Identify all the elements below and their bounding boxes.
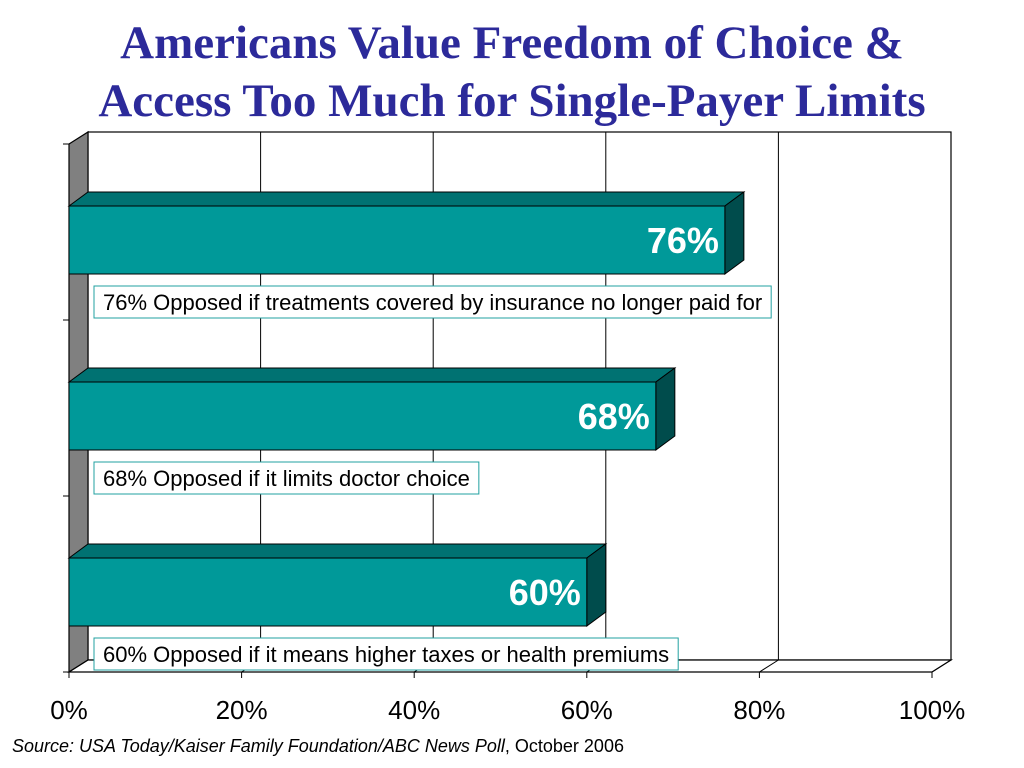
x-tick-label: 0% bbox=[50, 695, 88, 725]
bar bbox=[68, 381, 657, 451]
bar-data-label: 76% bbox=[647, 220, 719, 261]
floor-gridline bbox=[931, 659, 952, 673]
x-tick-label: 80% bbox=[733, 695, 785, 725]
source-date: , October 2006 bbox=[504, 736, 624, 756]
annotation-callout: 68% Opposed if it limits doctor choice bbox=[93, 461, 480, 495]
bar-side bbox=[724, 191, 745, 275]
floor-gridline bbox=[759, 659, 779, 673]
chart-title-line-1: Americans Value Freedom of Choice & bbox=[120, 17, 904, 69]
bar-top bbox=[67, 191, 746, 207]
bar-top bbox=[67, 367, 677, 383]
chart-title-line-2: Access Too Much for Single-Payer Limits bbox=[98, 75, 926, 127]
annotation-box bbox=[93, 285, 772, 319]
annotation-text: 68% Opposed if it limits doctor choice bbox=[103, 466, 470, 491]
annotation-text: 76% Opposed if treatments covered by ins… bbox=[103, 290, 762, 315]
bar-side bbox=[655, 367, 676, 451]
annotation-callout: 60% Opposed if it means higher taxes or … bbox=[93, 637, 679, 671]
source-italic: Source: USA Today/Kaiser Family Foundati… bbox=[12, 736, 505, 756]
x-tick-label: 60% bbox=[561, 695, 613, 725]
annotation-callout: 76% Opposed if treatments covered by ins… bbox=[93, 285, 772, 319]
annotation-text: 60% Opposed if it means higher taxes or … bbox=[103, 642, 669, 667]
chart-title: Americans Value Freedom of Choice & Acce… bbox=[0, 14, 1024, 130]
x-tick-label: 20% bbox=[216, 695, 268, 725]
bar-top bbox=[67, 543, 608, 559]
bar-side bbox=[586, 543, 607, 627]
x-tick-label: 40% bbox=[388, 695, 440, 725]
annotation-box bbox=[93, 637, 679, 671]
bar-data-label: 60% bbox=[509, 572, 581, 613]
bar bbox=[68, 205, 726, 275]
floor-gridline bbox=[68, 659, 89, 673]
bar-data-label: 68% bbox=[578, 396, 650, 437]
annotation-box bbox=[93, 461, 480, 495]
bar bbox=[68, 557, 588, 627]
x-tick-label: 100% bbox=[899, 695, 966, 725]
source-note: Source: USA Today/Kaiser Family Foundati… bbox=[12, 736, 624, 757]
